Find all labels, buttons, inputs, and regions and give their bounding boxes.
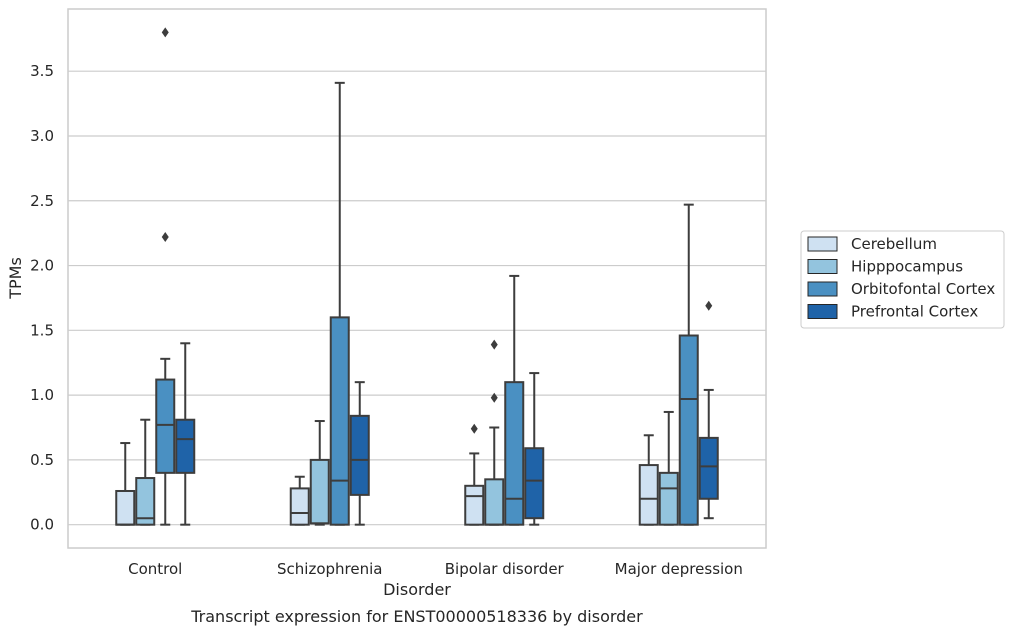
legend-swatch: [807, 236, 838, 252]
box-iqr: [329, 316, 350, 526]
y-tick-label: 0.5: [30, 451, 54, 469]
box-hipppocampus: [484, 339, 505, 526]
box-orbitofontal-cortex: [155, 27, 176, 526]
y-tick-label: 2.5: [30, 192, 54, 210]
legend-swatch: [807, 259, 838, 274]
box-cerebellum: [115, 442, 136, 526]
y-axis-title: TPMs: [6, 257, 25, 300]
box-layer: [115, 27, 719, 526]
x-tick-label: Major depression: [615, 560, 743, 578]
y-tick-labels: 0.0 0.5 1.0 1.5 2.0 2.5 3.0 3.5: [30, 62, 54, 533]
chart-caption: Transcript expression for ENST0000051833…: [190, 607, 643, 626]
x-tick-label: Control: [128, 560, 182, 578]
box-iqr: [698, 436, 719, 500]
box-prefrontal-cortex: [524, 372, 545, 526]
box-iqr: [524, 447, 545, 520]
box-prefrontal-cortex: [175, 342, 196, 526]
box-cerebellum: [464, 423, 485, 526]
box-orbitofontal-cortex: [504, 274, 525, 526]
x-tick-labels: Control Schizophrenia Bipolar disorder Majo…: [128, 560, 743, 578]
y-tick-label: 2.0: [30, 257, 54, 275]
legend: Cerebellum Hipppocampus Orbitofontal Corte…: [800, 230, 1005, 329]
box-cerebellum: [638, 434, 659, 526]
y-tick-label: 0.0: [30, 516, 54, 534]
box-iqr: [658, 471, 679, 526]
legend-label: Orbitofontal Cortex: [851, 280, 995, 298]
box-prefrontal-cortex: [698, 300, 719, 520]
outlier-point: [490, 339, 498, 350]
box-orbitofontal-cortex: [329, 81, 350, 526]
y-tick-label: 3.0: [30, 127, 54, 145]
box-iqr: [464, 484, 485, 526]
box-iqr: [638, 464, 659, 526]
box-prefrontal-cortex: [349, 381, 370, 526]
box-hipppocampus: [135, 418, 156, 526]
legend-swatch: [807, 304, 838, 319]
legend-label: Hipppocampus: [851, 258, 963, 276]
box-iqr: [504, 381, 525, 526]
outlier-point: [161, 27, 169, 38]
x-tick-label: Bipolar disorder: [445, 560, 565, 578]
y-tick-label: 3.5: [30, 62, 54, 80]
box-iqr: [678, 334, 699, 526]
legend-label: Prefrontal Cortex: [851, 303, 978, 321]
box-hipppocampus: [658, 410, 679, 526]
outlier-point: [470, 423, 478, 434]
legend-label: Cerebellum: [851, 235, 937, 253]
x-axis-title: Disorder: [383, 580, 451, 599]
outlier-point: [161, 232, 169, 243]
box-hipppocampus: [309, 420, 330, 526]
outlier-point: [705, 300, 713, 311]
box-iqr: [155, 378, 176, 474]
box-iqr: [309, 458, 330, 525]
box-iqr: [175, 418, 196, 474]
y-tick-label: 1.5: [30, 321, 54, 339]
legend-swatch: [807, 281, 838, 297]
plot-area-frame: [67, 8, 767, 549]
x-tick-label: Schizophrenia: [277, 560, 382, 578]
box-orbitofontal-cortex: [678, 203, 699, 526]
box-iqr: [484, 478, 505, 526]
box-iqr: [115, 489, 136, 526]
y-tick-label: 1.0: [30, 386, 54, 404]
box-iqr: [135, 477, 156, 526]
box-cerebellum: [289, 475, 310, 526]
box-iqr: [289, 487, 310, 526]
legend-frame: [800, 230, 1005, 329]
outlier-point: [490, 392, 498, 403]
box-iqr: [349, 414, 370, 496]
